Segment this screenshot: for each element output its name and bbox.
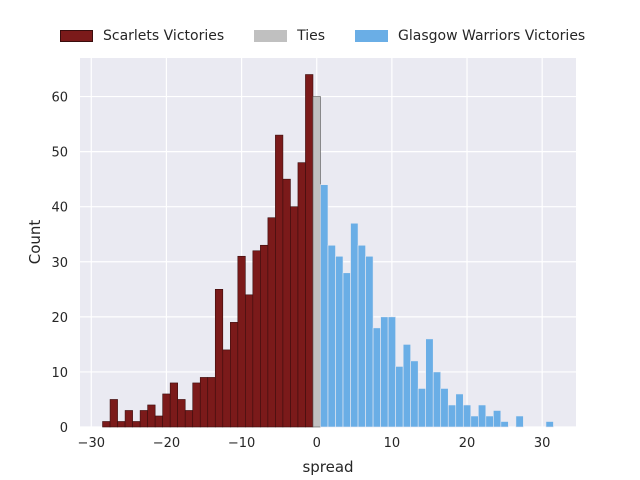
bar (447, 404, 457, 428)
bar (380, 316, 389, 428)
bar (109, 399, 118, 428)
bar (124, 410, 133, 428)
bar (245, 294, 254, 428)
bar (267, 217, 276, 428)
bar (260, 244, 269, 428)
bar (297, 162, 306, 428)
y-tick-label: 30 (51, 256, 68, 271)
legend-swatch-glasgow (355, 30, 389, 42)
bar (410, 360, 419, 428)
bar (320, 184, 329, 428)
bar (282, 178, 291, 428)
bar (192, 382, 201, 428)
legend-label-ties: Ties (297, 28, 326, 44)
bar (342, 272, 351, 428)
bar (440, 388, 449, 428)
x-tick-label: −10 (228, 436, 255, 451)
bar (545, 421, 554, 428)
legend-swatch-ties (254, 30, 288, 42)
bar (335, 255, 344, 428)
x-tick-labels: −30 −20 −10 0 10 20 30 (78, 436, 551, 451)
y-axis-label: Count (26, 220, 44, 265)
bar (252, 250, 261, 428)
bar (132, 421, 141, 428)
bar (214, 289, 224, 428)
y-tick-label: 40 (51, 201, 68, 216)
bar (230, 322, 239, 428)
bar (177, 399, 186, 428)
bar (305, 74, 314, 428)
bar (184, 410, 194, 428)
y-tick-label: 10 (51, 366, 68, 381)
x-tick-label: 20 (459, 436, 476, 451)
y-tick-label: 50 (51, 146, 68, 161)
legend-label-scarlets: Scarlets Victories (103, 28, 225, 44)
bar (350, 222, 359, 428)
x-tick-label: 0 (313, 436, 321, 451)
bar (395, 366, 404, 428)
y-tick-label: 60 (51, 91, 68, 106)
legend-swatch-scarlets (60, 30, 93, 42)
bar (500, 421, 509, 428)
bar (162, 393, 171, 428)
bar (222, 349, 231, 428)
bar (462, 404, 472, 428)
y-tick-label: 0 (60, 421, 68, 436)
legend-item-scarlets: Scarlets Victories (60, 28, 224, 44)
bar (470, 415, 479, 428)
bar (357, 244, 366, 428)
bar (387, 316, 396, 428)
bar (515, 415, 524, 428)
bar (102, 421, 111, 428)
bar (402, 344, 411, 428)
legend: Scarlets Victories Ties Glasgow Warriors… (60, 25, 615, 47)
bar (432, 371, 442, 428)
bar (207, 377, 216, 428)
legend-label-glasgow: Glasgow Warriors Victories (398, 28, 586, 44)
bar (485, 415, 494, 428)
x-tick-label: 10 (384, 436, 401, 451)
bar (237, 255, 246, 428)
bar (478, 404, 487, 428)
x-tick-label: −20 (153, 436, 180, 451)
bar (493, 410, 502, 428)
bar (199, 377, 209, 428)
bar (154, 415, 163, 428)
bar (327, 244, 336, 428)
legend-item-glasgow: Glasgow Warriors Victories (355, 28, 585, 44)
bars (102, 74, 554, 428)
bar (417, 388, 426, 428)
legend-item-ties: Ties (254, 28, 325, 44)
bar (139, 410, 148, 428)
x-tick-label: 30 (534, 436, 551, 451)
bar (312, 96, 321, 428)
bar (372, 327, 381, 428)
bar (169, 382, 178, 428)
bar (147, 404, 156, 428)
y-tick-labels: 0 10 20 30 40 50 60 (51, 91, 68, 436)
x-axis-label: spread (302, 458, 353, 476)
bar (455, 393, 464, 428)
bar (365, 255, 374, 428)
bar (117, 421, 126, 428)
x-tick-label: −30 (78, 436, 105, 451)
bar (290, 206, 299, 428)
bar (275, 134, 284, 428)
bar (425, 338, 434, 428)
y-tick-label: 20 (51, 311, 68, 326)
